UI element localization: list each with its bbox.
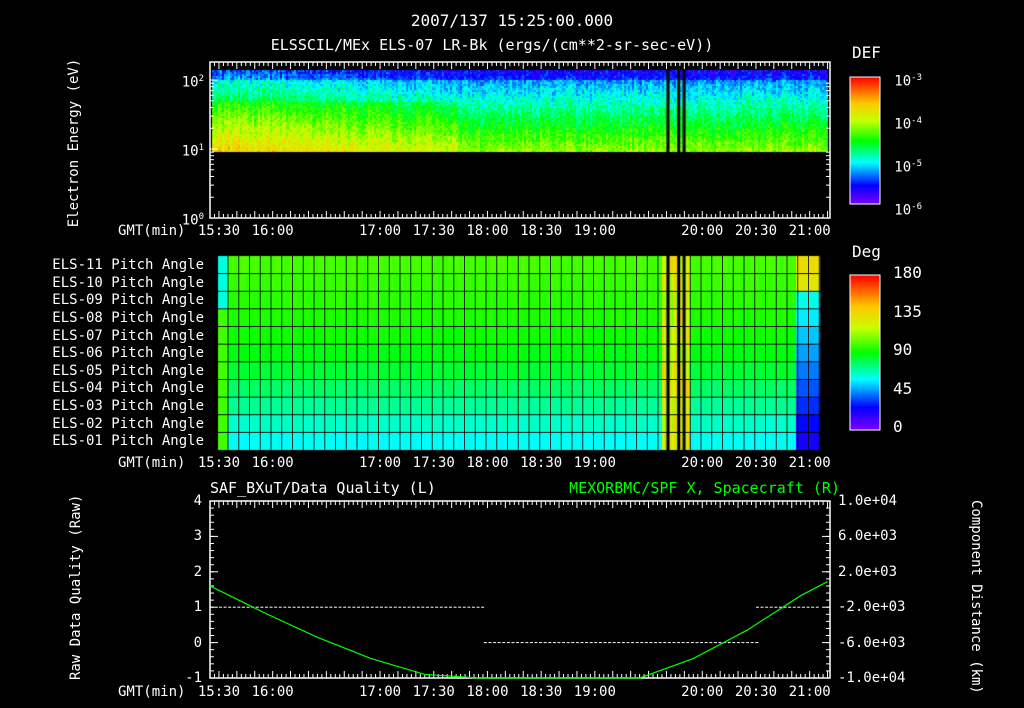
quality-ytick-label: 3 (193, 528, 202, 545)
distance-ytick-label: -2.0e+03 (838, 599, 906, 616)
pitch-panel-xtick-label: 18:30 (520, 455, 563, 471)
energy-panel-xtick-label: 20:30 (734, 223, 778, 239)
quality-panel-frame (209, 500, 831, 679)
deg-colorbar-tick-label: 180 (893, 263, 922, 282)
energy-ytick-label: 101 (181, 143, 204, 160)
def-colorbar-tick-label: 10-5 (894, 159, 922, 176)
pitch-row-label: ELS-11 Pitch Angle (52, 257, 204, 273)
pitch-row-label: ELS-09 Pitch Angle (52, 292, 204, 309)
energy-panel-xtick-label: 15:30 (197, 223, 241, 239)
energy-ylabel: Electron Energy (eV) (66, 58, 82, 228)
quality-panel-xtick-label: 19:00 (573, 684, 616, 700)
distance-ylabel: Component Distance (km) (968, 500, 984, 694)
quality-panel-gmt-label: GMT(min) (118, 684, 186, 700)
pitch-panel-xtick-label: 16:00 (251, 455, 294, 471)
quality-ytick-label: 4 (193, 493, 202, 509)
pitch-row-label: ELS-10 Pitch Angle (52, 274, 204, 291)
spf-title-right: MEXORBMC/SPF X, Spacecraft (R) (569, 479, 840, 497)
pitch-row-label: ELS-07 Pitch Angle (52, 327, 204, 344)
energy-panel-xtick-label: 18:00 (466, 223, 509, 239)
distance-ytick-label: -6.0e+03 (838, 634, 906, 651)
quality-ytick-label: 2 (193, 563, 202, 580)
energy-panel-xtick-label: 20:00 (681, 223, 724, 239)
pitch-panel-xtick-label: 20:30 (734, 455, 778, 471)
energy-panel-xtick-label: 17:00 (358, 223, 402, 239)
pitch-panel-xtick-label: 17:30 (412, 455, 455, 471)
quality-panel-xtick-label: 21:00 (788, 684, 831, 700)
quality-panel-xtick-label: 20:00 (681, 684, 724, 700)
energy-panel-frame (209, 61, 831, 219)
pitch-row-label: ELS-01 Pitch Angle (52, 433, 204, 450)
pitch-panel-xtick-label: 20:00 (681, 455, 724, 471)
deg-colorbar-tick-label: 0 (893, 417, 903, 436)
quality-title-left: SAF_BXuT/Data Quality (L) (210, 479, 436, 497)
pitch-panel-xtick-label: 17:00 (358, 455, 402, 471)
quality-ytick-label: -1 (185, 670, 202, 686)
quality-panel-xtick-label: 15:30 (197, 684, 241, 700)
pitch-panel-gmt-label: GMT(min) (118, 455, 186, 471)
pitch-panel-xtick-label: 21:00 (788, 455, 831, 471)
deg-colorbar-tick-label: 135 (893, 301, 922, 321)
quality-ylabel: Raw Data Quality (Raw) (68, 494, 84, 680)
energy-panel-xtick-label: 18:30 (520, 223, 563, 239)
quality-ytick-label: 1 (193, 599, 202, 616)
energy-ytick-label: 100 (181, 212, 204, 229)
deg-colorbar-label: Deg (852, 242, 881, 261)
pitch-panel-xtick-label: 18:00 (466, 455, 509, 471)
energy-panel-xtick-label: 19:00 (573, 223, 616, 239)
quality-panel-xtick-label: 17:00 (358, 684, 402, 700)
def-colorbar (849, 76, 881, 205)
quality-panel-xtick-label: 16:00 (251, 684, 294, 700)
pitch-panel-xtick-label: 15:30 (197, 455, 241, 471)
quality-panel-xtick-label: 18:00 (466, 684, 509, 700)
def-colorbar-label: DEF (852, 43, 881, 62)
distance-ytick-label: 1.0e+04 (838, 493, 898, 509)
quality-panel-xtick-label: 20:30 (734, 684, 778, 700)
distance-ytick-label: -1.0e+04 (838, 670, 906, 686)
energy-panel-xtick-label: 17:30 (412, 223, 455, 239)
def-colorbar-tick-label: 10-4 (894, 116, 922, 133)
pitch-panel-xtick-label: 19:00 (573, 455, 616, 471)
pitch-row-label: ELS-08 Pitch Angle (52, 309, 204, 326)
energy-panel-xtick-label: 16:00 (251, 223, 294, 239)
deg-colorbar (849, 274, 881, 431)
deg-colorbar-tick-label: 90 (893, 340, 913, 359)
main-title: 2007/137 15:25:00.000 (410, 11, 614, 30)
deg-colorbar-tick-label: 45 (893, 378, 913, 398)
energy-panel-xtick-label: 21:00 (788, 223, 831, 239)
pitch-row-label: ELS-02 Pitch Angle (52, 415, 204, 432)
distance-ytick-label: 2.0e+03 (838, 563, 898, 580)
def-colorbar-tick-label: 10-6 (894, 202, 922, 219)
quality-ytick-label: 0 (193, 634, 202, 651)
quality-panel-xtick-label: 17:30 (412, 684, 455, 700)
pitch-row-label: ELS-06 Pitch Angle (52, 345, 204, 362)
def-colorbar-tick-label: 10-3 (894, 73, 922, 90)
energy-panel-gmt-label: GMT(min) (118, 223, 186, 239)
pitch-row-label: ELS-03 Pitch Angle (52, 398, 204, 415)
energy-panel-title: ELSSCIL/MEx ELS-07 LR-Bk (ergs/(cm**2-sr… (270, 36, 714, 54)
spf-x-line (209, 581, 828, 679)
quality-panel-xtick-label: 18:30 (520, 684, 563, 700)
pitch-row-label: ELS-05 Pitch Angle (52, 362, 204, 379)
distance-ytick-label: 6.0e+03 (838, 528, 898, 545)
pitch-row-label: ELS-04 Pitch Angle (52, 380, 204, 397)
energy-ytick-label: 102 (181, 74, 204, 91)
